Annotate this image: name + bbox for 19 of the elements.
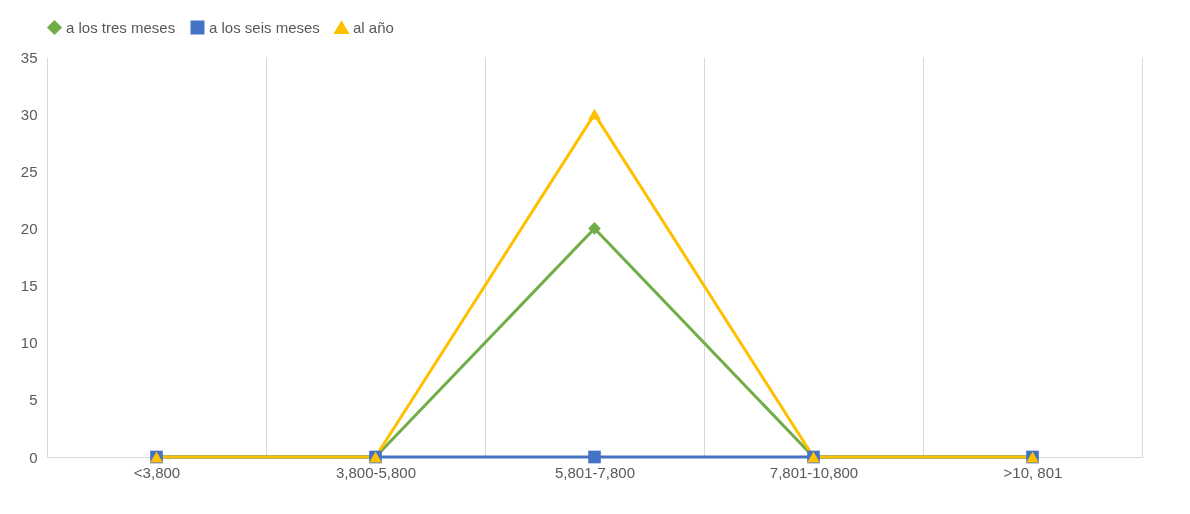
y-tick-label: 35 — [20, 48, 38, 66]
y-tick-label: 5 — [29, 391, 38, 409]
x-tick-label: 5,801-7,800 — [554, 463, 636, 481]
point — [588, 108, 601, 120]
y-tick-label: 20 — [20, 219, 38, 237]
y-tick-label: 30 — [20, 105, 38, 123]
x-tick-label: <3,800 — [133, 463, 181, 481]
x-tick-label: 7,801-10,800 — [769, 463, 859, 481]
legend-label: a los tres meses — [66, 18, 176, 36]
point — [588, 222, 601, 235]
legend-label: al año — [353, 18, 394, 36]
x-tick-label: >10, 801 — [1003, 463, 1063, 481]
y-tick-label: 10 — [20, 334, 38, 352]
point — [588, 450, 601, 464]
y-tick-label: 25 — [20, 162, 38, 180]
y-tick-label: 0 — [29, 448, 38, 466]
legend-label: a los seis meses — [209, 18, 320, 36]
x-tick-label: 3,800-5,800 — [335, 463, 417, 481]
y-tick-label: 15 — [20, 277, 38, 295]
